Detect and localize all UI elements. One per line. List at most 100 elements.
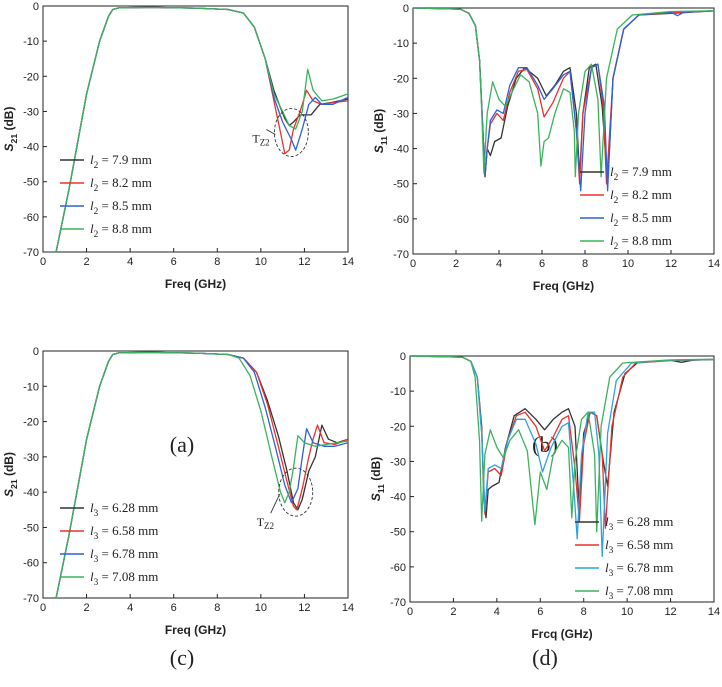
y-tick-label: -50 bbox=[393, 179, 409, 191]
legend-entry-3-var: l bbox=[610, 210, 614, 225]
x-tick-label: 2 bbox=[84, 256, 90, 268]
legend-entry-4-var: l bbox=[610, 233, 614, 248]
series-line-4 bbox=[55, 6, 348, 252]
x-axis-label: Freq (GHz) bbox=[165, 623, 226, 637]
legend-entry-1-var: l bbox=[90, 152, 94, 167]
y-axis-label-rest: (dB) bbox=[372, 109, 386, 136]
legend-entry-4-rest: = 7.08 mm bbox=[613, 583, 673, 598]
x-tick-label: 4 bbox=[127, 256, 133, 268]
y-tick-label: -50 bbox=[390, 527, 406, 539]
x-tick-label: 2 bbox=[453, 258, 459, 270]
x-axis-label: Frcq (GHz) bbox=[531, 627, 592, 641]
y-axis-label-var: S bbox=[372, 145, 386, 153]
legend-entry-3-sub: 3 bbox=[94, 555, 99, 565]
legend-entry-4: l2 = 8.8 mm bbox=[610, 233, 672, 252]
chart-panel-4: 0 2 4 6 8 10 12 14 0 -10 -20 -30 -40 -50 -60 -70 Frcq (G… bbox=[369, 351, 720, 670]
annotation-label-sub: Z2 bbox=[260, 138, 270, 148]
y-tick-label: -10 bbox=[23, 36, 39, 48]
legend-entry-1-sub: 2 bbox=[94, 161, 99, 171]
series-line-3 bbox=[55, 351, 348, 598]
legend-entry-3-var: l bbox=[605, 560, 609, 575]
y-axis-label: S11 (dB) bbox=[369, 457, 386, 501]
legend-entry-2: l2 = 8.2 mm bbox=[90, 175, 152, 194]
legend-entry-1-sub: 3 bbox=[94, 509, 99, 519]
x-tick-label: 4 bbox=[496, 258, 502, 270]
series-line-3 bbox=[55, 6, 348, 252]
x-tick-label: 12 bbox=[298, 256, 310, 268]
legend-entry-2-rest: = 8.2 mm bbox=[618, 187, 672, 202]
x-tick-label: 10 bbox=[622, 258, 634, 270]
legend-entry-1: l2 = 7.9 mm bbox=[610, 164, 672, 183]
legend-entry-3-rest: = 6.78 mm bbox=[98, 546, 158, 561]
legend-entry-1-rest: = 7.9 mm bbox=[618, 164, 672, 179]
x-tick-label: 12 bbox=[665, 258, 677, 270]
legend-entry-3-sub: 3 bbox=[609, 569, 614, 579]
y-axis-label-var: S bbox=[2, 489, 16, 497]
y-tick-label: 0 bbox=[403, 3, 409, 15]
y-tick-label: -10 bbox=[393, 38, 409, 50]
y-tick-label: -70 bbox=[23, 593, 39, 605]
legend-entry-3-sub: 2 bbox=[94, 207, 99, 217]
y-tick-label: -30 bbox=[393, 108, 409, 120]
y-tick-label: -30 bbox=[390, 456, 406, 468]
x-tick-label: 14 bbox=[708, 258, 720, 270]
y-tick-label: -50 bbox=[23, 177, 39, 189]
series-line-4 bbox=[410, 356, 714, 533]
y-tick-label: 0 bbox=[33, 346, 39, 358]
legend-entry-2-var: l bbox=[605, 537, 609, 552]
legend-entry-2-rest: = 8.2 mm bbox=[98, 175, 152, 190]
x-axis-label: Freq (GHz) bbox=[165, 277, 226, 291]
y-tick-label: -60 bbox=[23, 558, 39, 570]
legend-entry-4-sub: 3 bbox=[609, 592, 614, 602]
legend-entry-3-var: l bbox=[90, 198, 94, 213]
x-tick-label: 0 bbox=[410, 258, 416, 270]
legend-entry-2: l3 = 6.58 mm bbox=[90, 523, 158, 542]
y-tick-label: -70 bbox=[23, 247, 39, 259]
y-axis-label: S21 (dB) bbox=[2, 452, 19, 497]
y-axis-label: S21 (dB) bbox=[2, 107, 19, 152]
legend-entry-2-sub: 2 bbox=[614, 196, 619, 206]
series-line-4 bbox=[413, 8, 714, 178]
legend-entry-2-sub: 3 bbox=[609, 546, 614, 556]
x-tick-label: 0 bbox=[40, 602, 46, 614]
x-tick-label: 14 bbox=[342, 256, 354, 268]
y-tick-label: 0 bbox=[400, 351, 406, 363]
legend-entry-2: l2 = 8.2 mm bbox=[610, 187, 672, 206]
series-line-2 bbox=[55, 6, 348, 252]
legend-entry-1-rest: = 7.9 mm bbox=[98, 152, 152, 167]
series-group bbox=[55, 351, 348, 598]
annotation-label: TZ2 bbox=[257, 515, 274, 531]
y-axis-label-rest: (dB) bbox=[2, 452, 16, 479]
y-axis-label: S11 (dB) bbox=[372, 109, 389, 153]
legend-entry-4-var: l bbox=[90, 221, 94, 236]
x-tick-label: 4 bbox=[494, 606, 500, 618]
chart-panel-3: 0 2 4 6 8 10 12 14 0 -10 -20 -30 -40 -50 -60 -70 Freq (G… bbox=[2, 346, 354, 670]
legend-entry-1: l3 = 6.28 mm bbox=[90, 500, 158, 519]
legend-entry-3: l2 = 8.5 mm bbox=[610, 210, 672, 229]
y-tick-label: -20 bbox=[390, 421, 406, 433]
legend-entry-4: l3 = 7.08 mm bbox=[605, 583, 673, 602]
series-group bbox=[55, 6, 348, 252]
legend-entry-4-rest: = 7.08 mm bbox=[98, 569, 158, 584]
legend-entry-1-var: l bbox=[605, 514, 609, 529]
chart-panel-1: 0 2 4 6 8 10 12 14 0 -10 -20 -30 -40 -50 -60 -70 Freq (G… bbox=[2, 1, 354, 457]
annotation-circle bbox=[273, 108, 309, 157]
plot-frame bbox=[409, 355, 715, 603]
plot-frame bbox=[42, 5, 349, 253]
series-line-2 bbox=[55, 351, 348, 598]
x-tick-label: 2 bbox=[84, 602, 90, 614]
y-tick-label: -40 bbox=[390, 492, 406, 504]
plot-frame bbox=[42, 350, 349, 599]
x-tick-label: 14 bbox=[342, 602, 354, 614]
x-tick-label: 8 bbox=[214, 602, 220, 614]
legend-entry-3-rest: = 8.5 mm bbox=[618, 210, 672, 225]
legend-entry-4-rest: = 8.8 mm bbox=[98, 221, 152, 236]
y-axis-label-var: S bbox=[369, 493, 383, 501]
legend-entry-1: l2 = 7.9 mm bbox=[90, 152, 152, 171]
y-axis-label-rest: (dB) bbox=[369, 457, 383, 484]
y-tick-label: 0 bbox=[33, 1, 39, 13]
panel-label: (d) bbox=[532, 645, 558, 670]
